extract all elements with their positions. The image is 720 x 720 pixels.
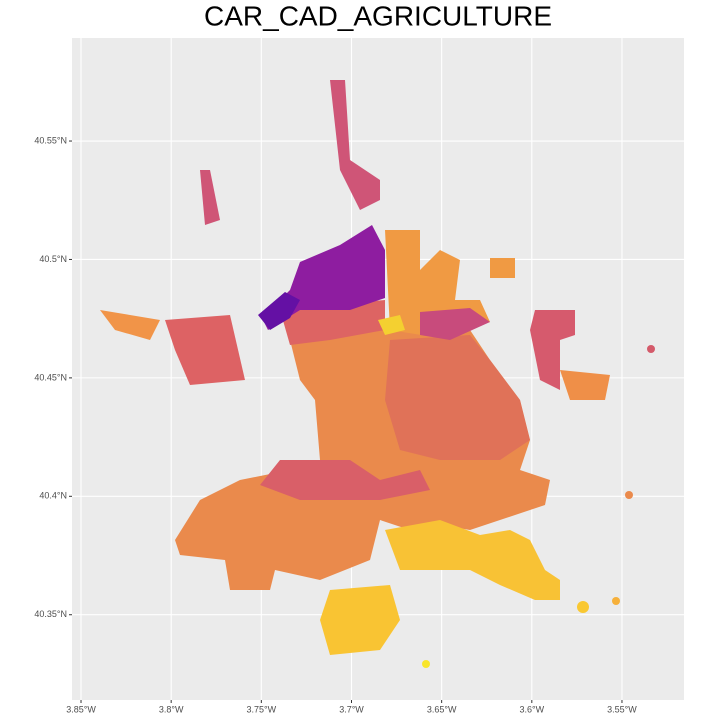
y-tick-label: 40.55°N xyxy=(34,135,67,145)
region xyxy=(530,310,575,390)
region xyxy=(330,80,380,210)
region xyxy=(612,597,620,605)
region xyxy=(200,170,220,225)
x-tick-label: 3.65°W xyxy=(427,704,457,714)
regions xyxy=(100,80,655,668)
region xyxy=(100,310,160,340)
region xyxy=(647,345,655,353)
region xyxy=(260,460,430,500)
chart-title: CAR_CAD_AGRICULTURE xyxy=(204,0,552,31)
region xyxy=(165,315,245,385)
region xyxy=(420,308,490,340)
region xyxy=(385,520,560,600)
x-tick-label: 3.7°W xyxy=(339,704,364,714)
region xyxy=(280,300,385,345)
y-tick-label: 40.5°N xyxy=(39,254,67,264)
x-tick-label: 3.55°W xyxy=(607,704,637,714)
region xyxy=(625,491,633,499)
y-tick-label: 40.35°N xyxy=(34,609,67,619)
region xyxy=(320,585,400,655)
region xyxy=(378,315,405,335)
region xyxy=(490,258,515,278)
y-tick-label: 40.45°N xyxy=(34,372,67,382)
region xyxy=(258,292,300,330)
region xyxy=(385,335,530,460)
x-tick-label: 3.6°W xyxy=(520,704,545,714)
x-tick-label: 3.8°W xyxy=(159,704,184,714)
region xyxy=(577,601,589,613)
axes: 3.85°W 3.8°W 3.75°W 3.7°W 3.65°W 3.6°W 3.55°W 4… xyxy=(34,135,637,714)
y-tick-label: 40.4°N xyxy=(39,491,67,501)
region xyxy=(560,370,610,400)
region xyxy=(422,660,430,668)
x-tick-label: 3.75°W xyxy=(247,704,277,714)
x-tick-label: 3.85°W xyxy=(66,704,96,714)
